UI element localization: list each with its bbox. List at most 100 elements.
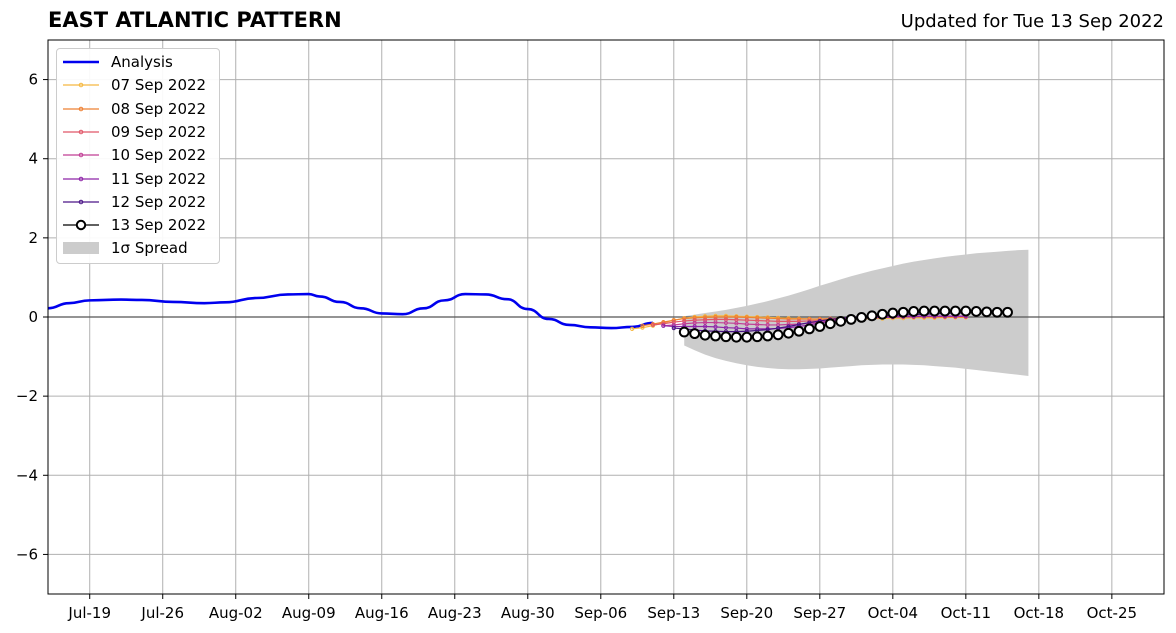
forecast-point [803, 323, 815, 335]
forecast-point [629, 326, 635, 331]
legend-swatch-marker [78, 176, 84, 181]
legend-swatch [63, 242, 99, 255]
forecast-point [939, 305, 951, 317]
forecast-series [629, 305, 1013, 343]
x-tick-label: Jul-26 [140, 604, 184, 622]
x-tick-label: Aug-16 [355, 604, 409, 622]
forecast-point [981, 306, 993, 318]
forecast-point [710, 330, 721, 342]
updated-date: Updated for Tue 13 Sep 2022 [900, 11, 1164, 32]
forecast-13-sep-2022 [678, 305, 1013, 343]
forecast-point [751, 331, 763, 343]
legend-entry: Analysis [63, 51, 173, 73]
forecast-point [845, 313, 857, 325]
forecast-point [744, 318, 749, 323]
x-tick-label: Sep-27 [793, 604, 846, 622]
legend-swatch-marker [75, 219, 87, 231]
x-tick-label: Oct-04 [868, 604, 918, 622]
legend-entry: 08 Sep 2022 [63, 98, 206, 120]
legend-swatch-marker [78, 82, 84, 88]
legend-swatch [63, 106, 99, 111]
forecast-point [640, 323, 645, 328]
legend-label: 11 Sep 2022 [111, 169, 207, 188]
forecast-point [765, 318, 770, 324]
forecast-point [866, 310, 878, 322]
forecast-point [970, 306, 982, 317]
legend-swatch-marker [78, 152, 84, 158]
forecast-point [723, 320, 729, 326]
x-tick-label: Aug-09 [282, 604, 336, 622]
y-tick-label: −2 [16, 387, 38, 405]
x-tick-label: Sep-13 [647, 604, 700, 622]
forecast-point [897, 306, 909, 318]
axis-ticks: Jul-19 Jul-26 Aug-02 Aug-09 Aug-16 Aug-23 Aug-… [16, 71, 1137, 622]
forecast-point [929, 305, 940, 317]
analysis-line [47, 292, 653, 330]
x-tick-label: Oct-25 [1087, 604, 1137, 622]
legend-entry: 1σ Spread [63, 237, 188, 259]
legend-swatch [63, 82, 99, 88]
forecast-point [702, 320, 708, 325]
forecast-point [682, 316, 687, 321]
forecast-point [786, 316, 791, 322]
x-tick-label: Sep-20 [720, 604, 773, 622]
y-tick-label: 6 [28, 71, 38, 89]
forecast-point [1002, 306, 1013, 318]
forecast-point [908, 306, 920, 317]
plot-frame [47, 39, 1165, 595]
x-tick-label: Sep-06 [574, 604, 627, 622]
x-tick-label: Aug-23 [428, 604, 482, 622]
forecast-point [650, 322, 656, 328]
legend-label: 10 Sep 2022 [111, 146, 207, 165]
y-tick-label: −6 [16, 545, 38, 563]
forecast-point [692, 315, 697, 320]
analysis-series [47, 292, 653, 330]
forecast-point [876, 308, 888, 320]
legend-label: 09 Sep 2022 [111, 122, 207, 141]
legend-label: 1σ Spread [111, 239, 188, 258]
legend-swatch [63, 176, 99, 181]
legend-label: 08 Sep 2022 [111, 99, 207, 118]
forecast-point [918, 305, 930, 317]
legend-entry: 12 Sep 2022 [63, 191, 206, 213]
forecast-point [765, 322, 770, 328]
chart-legend: Analysis 07 Sep 2022 08 Sep 2022 09 Sep 202… [56, 48, 220, 264]
forecast-point [734, 321, 739, 326]
spread-area [684, 249, 1029, 376]
forecast-point [713, 320, 718, 325]
x-tick-label: Jul-19 [67, 604, 111, 622]
forecast-point [702, 324, 708, 329]
forecast-point [713, 324, 718, 329]
legend-entry: 10 Sep 2022 [63, 144, 206, 166]
forecast-point [744, 326, 749, 331]
forecast-point [678, 326, 690, 338]
forecast-point [835, 315, 847, 327]
legend-label: 12 Sep 2022 [111, 192, 207, 211]
legend-swatch [63, 199, 99, 205]
forecast-point [796, 316, 802, 322]
legend-label: 07 Sep 2022 [111, 76, 207, 95]
forecast-point [661, 323, 666, 328]
x-tick-label: Aug-30 [501, 604, 555, 622]
legend-entry: 11 Sep 2022 [63, 168, 206, 190]
legend-entry: 07 Sep 2022 [63, 74, 206, 96]
legend-entry: 09 Sep 2022 [63, 121, 206, 143]
legend-swatch-marker [78, 106, 84, 111]
forecast-point [755, 322, 760, 327]
legend-swatch-marker [78, 199, 84, 205]
forecast-point [702, 315, 708, 320]
x-tick-label: Oct-11 [941, 604, 991, 622]
x-tick-label: Oct-18 [1014, 604, 1064, 622]
legend-swatch-fill [63, 242, 99, 255]
forecast-point [824, 318, 836, 330]
forecast-point [744, 322, 749, 327]
legend-swatch [63, 219, 99, 231]
forecast-point [671, 325, 676, 331]
legend-label: 13 Sep 2022 [111, 216, 207, 235]
legend-entry: 13 Sep 2022 [63, 214, 206, 236]
y-tick-label: 4 [28, 150, 38, 168]
forecast-point [720, 331, 732, 343]
forecast-point [783, 327, 794, 339]
forecast-point [762, 330, 774, 342]
